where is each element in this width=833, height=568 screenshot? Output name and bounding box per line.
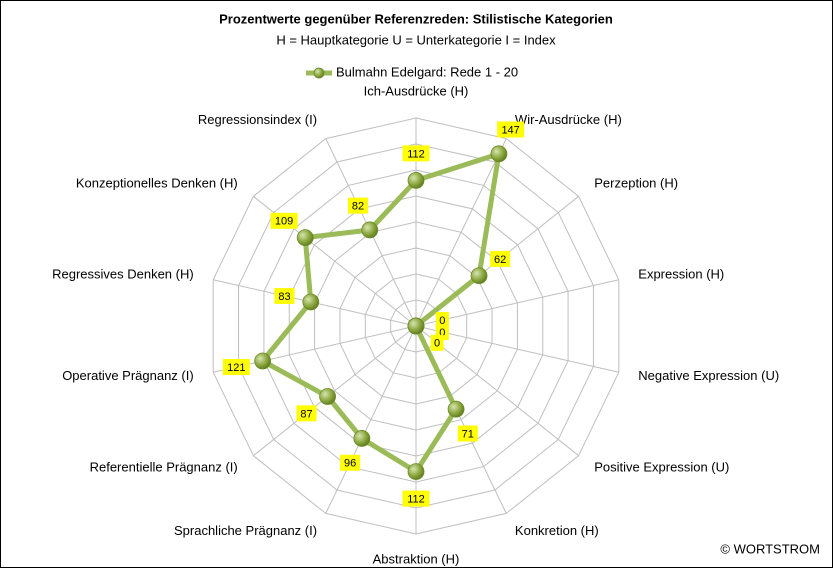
- category-label: Konzeptionelles Denken (H): [76, 175, 238, 190]
- value-label-bg: [490, 250, 511, 267]
- marker: [361, 221, 379, 239]
- category-label: Konkretion (H): [515, 523, 599, 538]
- value-label: 83: [278, 291, 290, 303]
- marker: [296, 229, 314, 247]
- value-label: 121: [227, 362, 245, 374]
- value-label: 112: [407, 494, 425, 506]
- category-label: Wir-Ausdrücke (H): [515, 112, 622, 127]
- category-label: Sprachliche Prägnanz (I): [174, 523, 317, 538]
- value-label-bg: [274, 287, 295, 304]
- value-label-bg: [296, 405, 317, 422]
- value-label-bg: [270, 212, 298, 229]
- category-label: Regressionsindex (I): [198, 112, 317, 127]
- value-label: 96: [344, 458, 356, 470]
- value-label: 109: [275, 216, 293, 228]
- value-label: 0: [434, 338, 440, 350]
- category-label: Negative Expression (U): [638, 368, 779, 383]
- value-label-bg: [348, 197, 369, 214]
- value-label: 87: [300, 408, 312, 420]
- spoke: [415, 325, 619, 373]
- category-label: Expression (H): [638, 267, 724, 282]
- category-label: Regressives Denken (H): [52, 267, 194, 282]
- marker: [254, 352, 272, 370]
- marker: [407, 317, 425, 335]
- value-label: 82: [352, 201, 364, 213]
- category-label: Abstraktion (H): [373, 551, 460, 566]
- category-label: Operative Prägnanz (I): [62, 368, 194, 383]
- value-label-bg: [497, 121, 525, 138]
- copyright: © WORTSTROM: [720, 541, 820, 556]
- category-label: Perzeption (H): [594, 175, 678, 190]
- legend-marker: [313, 67, 325, 79]
- value-label: 62: [494, 254, 506, 266]
- chart-title: Prozentwerte gegenüber Referenzreden: St…: [219, 11, 613, 26]
- marker: [353, 430, 371, 447]
- category-label: Positive Expression (U): [594, 460, 729, 475]
- marker: [302, 293, 320, 311]
- category-label: Referentielle Prägnanz (I): [90, 460, 238, 475]
- legend: Bulmahn Edelgard: Rede 1 - 20: [306, 64, 518, 79]
- chart-subtitle: H = Hauptkategorie U = Unterkategorie I …: [276, 32, 556, 47]
- marker: [319, 388, 336, 405]
- value-label-bg: [402, 145, 430, 162]
- spoke: [253, 325, 417, 457]
- value-label-bg: [457, 425, 478, 442]
- marker: [407, 463, 425, 481]
- spoke: [415, 279, 619, 327]
- value-label: 147: [501, 124, 519, 136]
- spoke: [325, 325, 417, 514]
- value-label: 71: [462, 428, 474, 440]
- value-label-bg: [402, 490, 430, 507]
- spoke: [415, 138, 507, 327]
- value-label: 112: [407, 148, 425, 160]
- marker: [490, 145, 508, 163]
- legend-label: Bulmahn Edelgard: Rede 1 - 20: [336, 64, 518, 79]
- marker: [470, 267, 488, 285]
- value-label: 0: [439, 327, 445, 339]
- value-label-bg: [222, 359, 250, 376]
- value-label-bg: [435, 311, 449, 328]
- value-label: 0: [439, 315, 445, 327]
- value-label-bg: [430, 334, 444, 351]
- value-label-bg: [340, 454, 361, 471]
- marker: [407, 171, 425, 189]
- marker: [447, 400, 465, 418]
- category-label: Ich-Ausdrücke (H): [364, 83, 469, 98]
